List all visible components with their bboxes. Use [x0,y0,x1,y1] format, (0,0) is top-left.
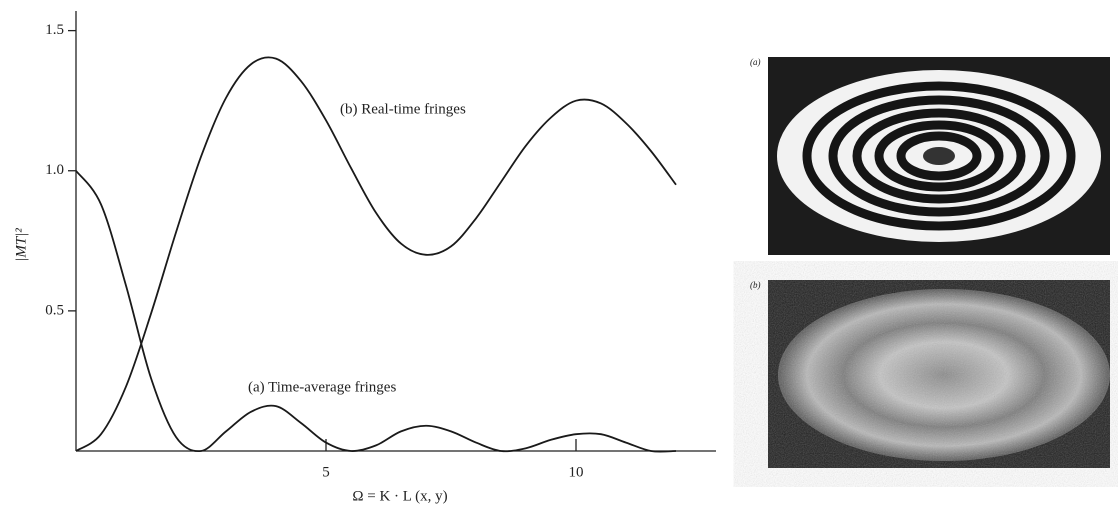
x-axis-label: Ω = K · L (x, y) [352,488,447,504]
plot: 0.5 1.0 1.5 5 10 Ω = K · L (x, y) |MT|² (b) Rea… [13,11,716,504]
panel-label: (a) [750,57,761,67]
y-tick-label: 0.5 [45,302,64,318]
photo-a [768,57,1110,255]
x-tick-label: 5 [322,464,330,480]
y-axis-label: |MT|² [13,228,29,262]
curve [75,170,677,453]
curve-label: (a) Time-average fringes [248,379,396,395]
panel-label: (b) [750,280,761,290]
photo-b [768,280,1110,468]
curve [75,56,677,452]
curve-label: (b) Real-time fringes [340,101,466,117]
y-tick-label: 1.0 [45,162,64,178]
y-tick-label: 1.5 [45,22,64,38]
x-tick-label: 10 [569,464,584,480]
